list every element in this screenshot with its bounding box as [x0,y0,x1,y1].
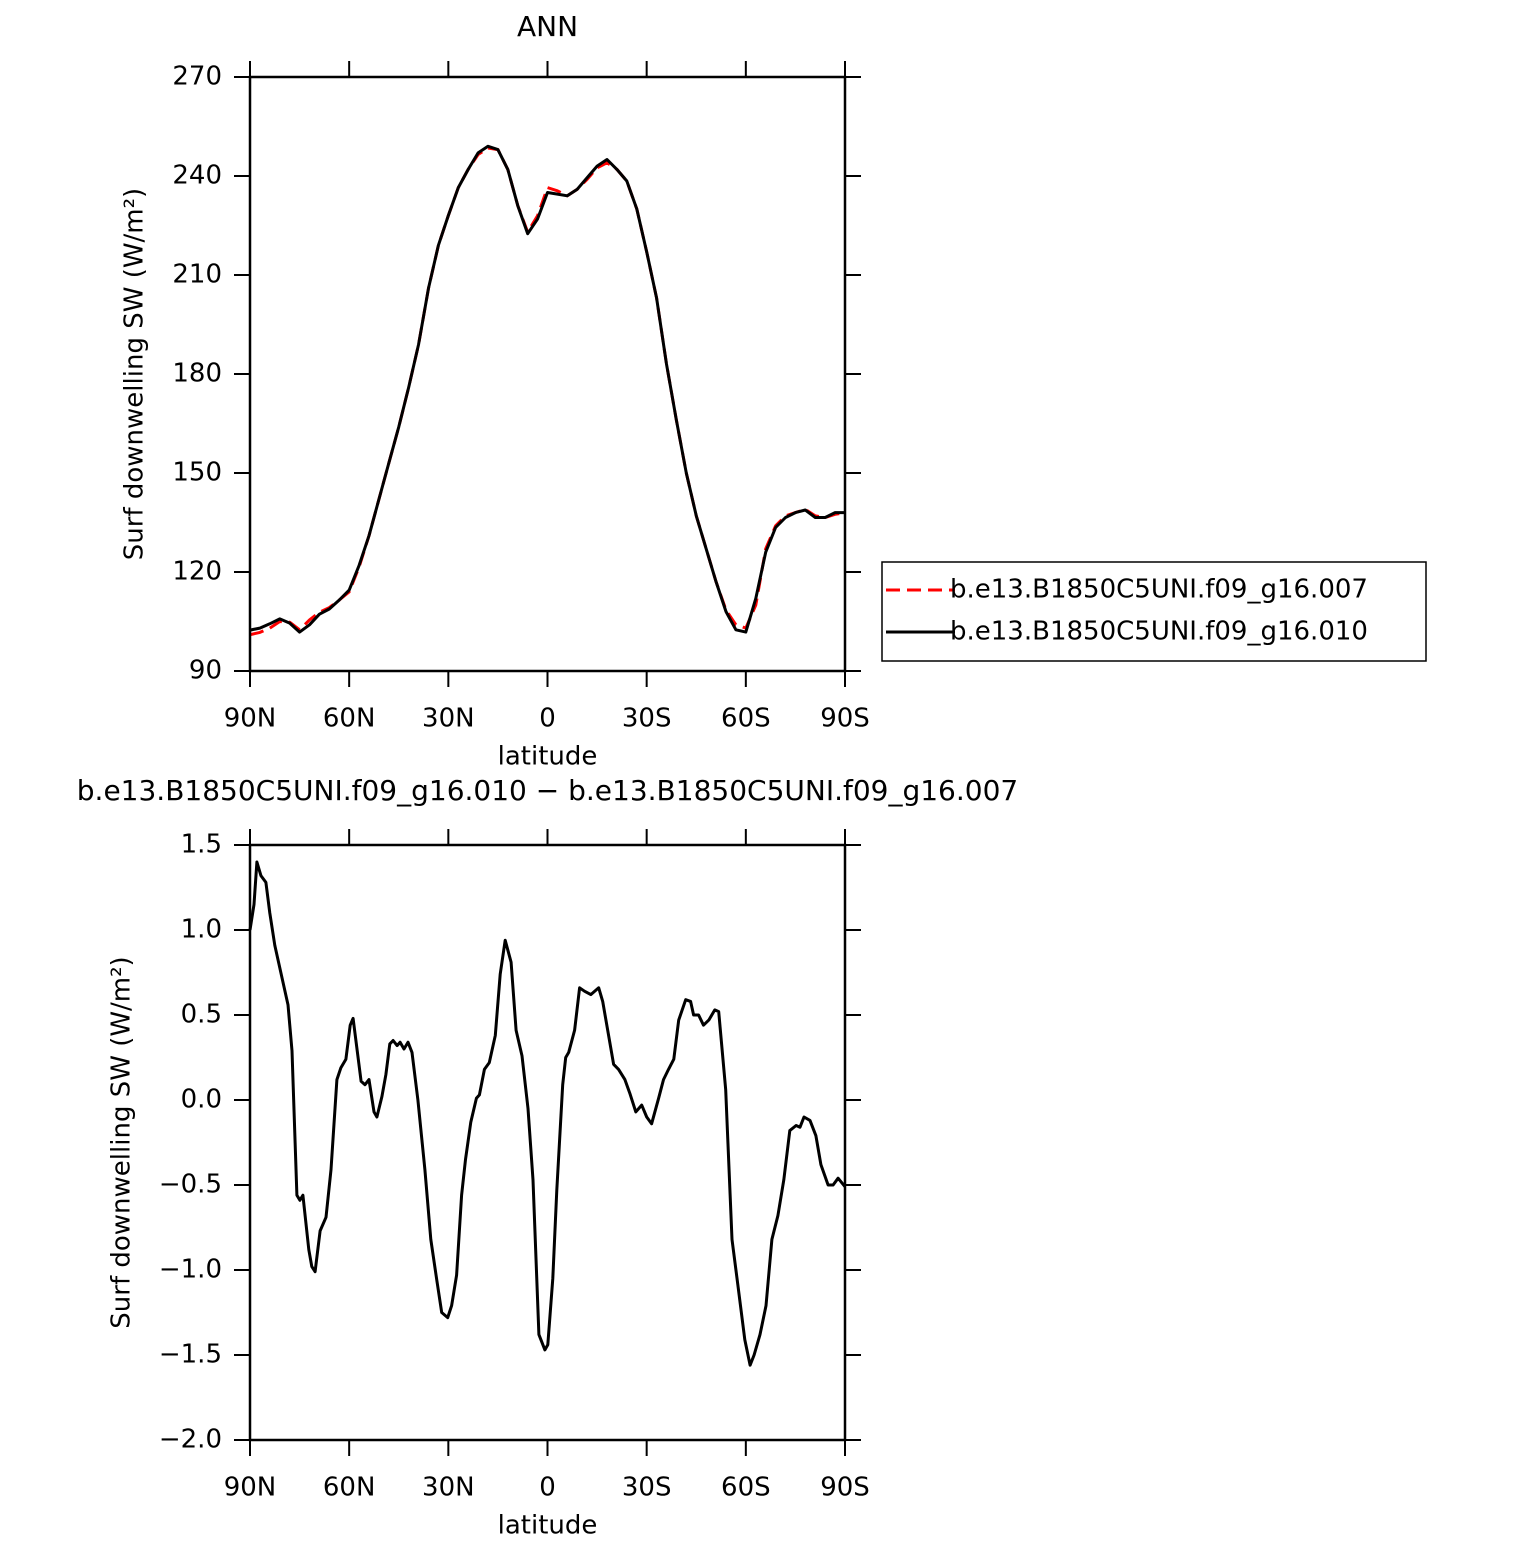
y-axis-label: Surf downwelling SW (W/m²) [107,956,137,1328]
x-tick-label: 30N [422,704,475,734]
y-tick-label: 120 [172,557,222,587]
y-tick-label: −2.0 [159,1425,222,1455]
y-tick-label: 1.0 [181,915,222,945]
y-tick-label: 270 [172,62,222,92]
x-tick-label: 90N [224,704,277,734]
legend-label: b.e13.B1850C5UNI.f09_g16.010 [950,617,1368,647]
y-tick-label: −1.5 [159,1340,222,1370]
x-tick-label: 60N [323,704,376,734]
chart-title: ANN [517,10,578,43]
y-tick-label: 210 [172,260,222,290]
plot-frame [248,75,847,673]
y-tick-label: −1.0 [159,1255,222,1285]
x-tick-label: 60S [721,1473,771,1503]
x-tick-label: 90S [820,1473,870,1503]
data-line [248,860,847,1367]
x-tick-label: 0 [539,1473,556,1503]
x-axis-label: latitude [498,1511,598,1541]
chart-title: b.e13.B1850C5UNI.f09_g16.010 − b.e13.B18… [77,774,1018,807]
y-axis-label: Surf downwelling SW (W/m²) [120,188,150,560]
legend-box [881,561,1427,662]
x-tick-label: 90S [820,704,870,734]
plot-frame [248,843,847,1442]
x-tick-label: 60S [721,704,771,734]
x-tick-label: 90N [224,1473,277,1503]
x-tick-label: 30S [622,704,672,734]
x-tick-label: 30S [622,1473,672,1503]
data-line [249,144,845,634]
y-tick-label: 0.5 [181,1000,222,1030]
legend-label: b.e13.B1850C5UNI.f09_g16.007 [950,575,1368,605]
y-tick-label: 240 [172,161,222,191]
y-tick-label: 90 [189,656,222,686]
y-tick-label: 180 [172,359,222,389]
x-tick-label: 0 [539,704,556,734]
data-line [249,146,846,637]
y-tick-label: 1.5 [181,830,222,860]
x-axis-label: latitude [498,742,598,772]
y-tick-label: −0.5 [159,1170,222,1200]
x-tick-label: 60N [323,1473,376,1503]
x-tick-label: 30N [422,1473,475,1503]
y-tick-label: 150 [172,458,222,488]
y-tick-label: 0.0 [181,1085,222,1115]
